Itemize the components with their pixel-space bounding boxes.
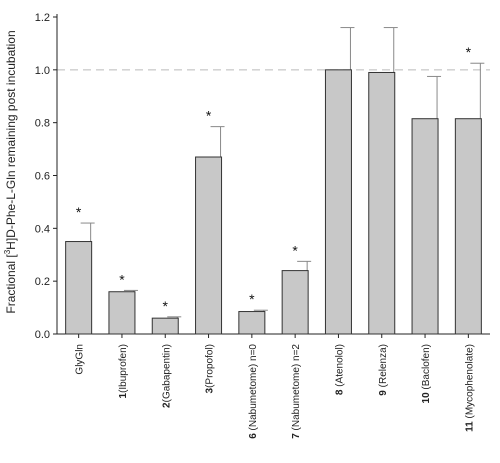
significance-star: *: [119, 271, 125, 287]
category-label: 1(Ibuprofen): [118, 344, 129, 398]
y-axis-label-prefix: Fractional [: [4, 254, 18, 314]
bar: [454, 118, 482, 335]
category-number: 10: [421, 392, 432, 404]
y-axis-label-suffix: H]D-Phe-L-Gln remaining post incubation: [4, 30, 18, 249]
y-tick-label: 0.6: [35, 171, 50, 183]
bar: [368, 71, 396, 335]
category-label: 11 (Mycophenolate): [464, 344, 475, 432]
category-name: (Ibuprofen): [118, 344, 129, 393]
category-number: 3: [205, 387, 216, 393]
category-name: (Propofol): [205, 344, 216, 388]
category-label: 8 (Atenolol): [334, 344, 345, 395]
significance-star: *: [76, 204, 82, 220]
y-tick-label: 0.2: [35, 276, 50, 288]
bar: [281, 270, 309, 335]
bar: [324, 69, 352, 335]
category-name: (Nabumetome) n=0: [248, 344, 259, 434]
category-label: 2(Gabapentin): [161, 344, 172, 408]
category-label: 6 (Nabumetome) n=0: [248, 344, 259, 439]
category-label: GlyGln: [75, 344, 86, 375]
category-label: 7 (Nabumetome) n=2: [291, 344, 302, 439]
category-name: (Nabumetome) n=2: [291, 344, 302, 434]
y-tick-label: 1.0: [35, 65, 50, 77]
category-label: 10 (Baclofen): [421, 344, 432, 403]
bar: [238, 311, 266, 335]
category-number: 6: [248, 433, 259, 439]
significance-star: *: [206, 108, 212, 124]
category-number: 7: [291, 433, 302, 439]
y-axis-label-superscript: 3: [3, 249, 12, 254]
category-label: 3(Propofol): [205, 344, 216, 393]
plot-area: 0.0 0.2 0.4 0.6 0.8 1.0 1.2 * GlyGln * 1(Ibuprofen…: [35, 12, 490, 439]
bar: [108, 291, 136, 335]
significance-star: *: [292, 242, 298, 258]
bar: [151, 317, 179, 335]
category-number: 11: [464, 421, 475, 432]
y-tick-label: 0.4: [35, 223, 50, 235]
bar: [411, 118, 439, 335]
y-tick-label: 0.0: [35, 329, 50, 341]
significance-star: *: [249, 291, 255, 307]
y-tick-label: 1.2: [35, 12, 50, 24]
category-number: 9: [378, 390, 389, 396]
y-tick-label: 0.8: [35, 118, 50, 130]
category-number: 8: [334, 389, 345, 395]
bar: [195, 156, 223, 335]
category-number: 1: [118, 392, 129, 398]
category-name: (Baclofen): [421, 344, 432, 392]
category-name: GlyGln: [75, 344, 86, 375]
category-name: (Gabapentin): [161, 344, 172, 402]
significance-star: *: [466, 44, 472, 60]
y-axis-label: Fractional [3H]D-Phe-L-Gln remaining pos…: [3, 30, 18, 313]
category-label: 9 (Relenza): [378, 344, 389, 396]
bar: [65, 241, 93, 335]
category-number: 2: [161, 402, 172, 408]
category-name: (Mycophenolate): [464, 344, 475, 421]
category-name: (Relenza): [378, 344, 389, 390]
category-name: (Atenolol): [334, 344, 345, 390]
significance-star: *: [163, 298, 169, 314]
